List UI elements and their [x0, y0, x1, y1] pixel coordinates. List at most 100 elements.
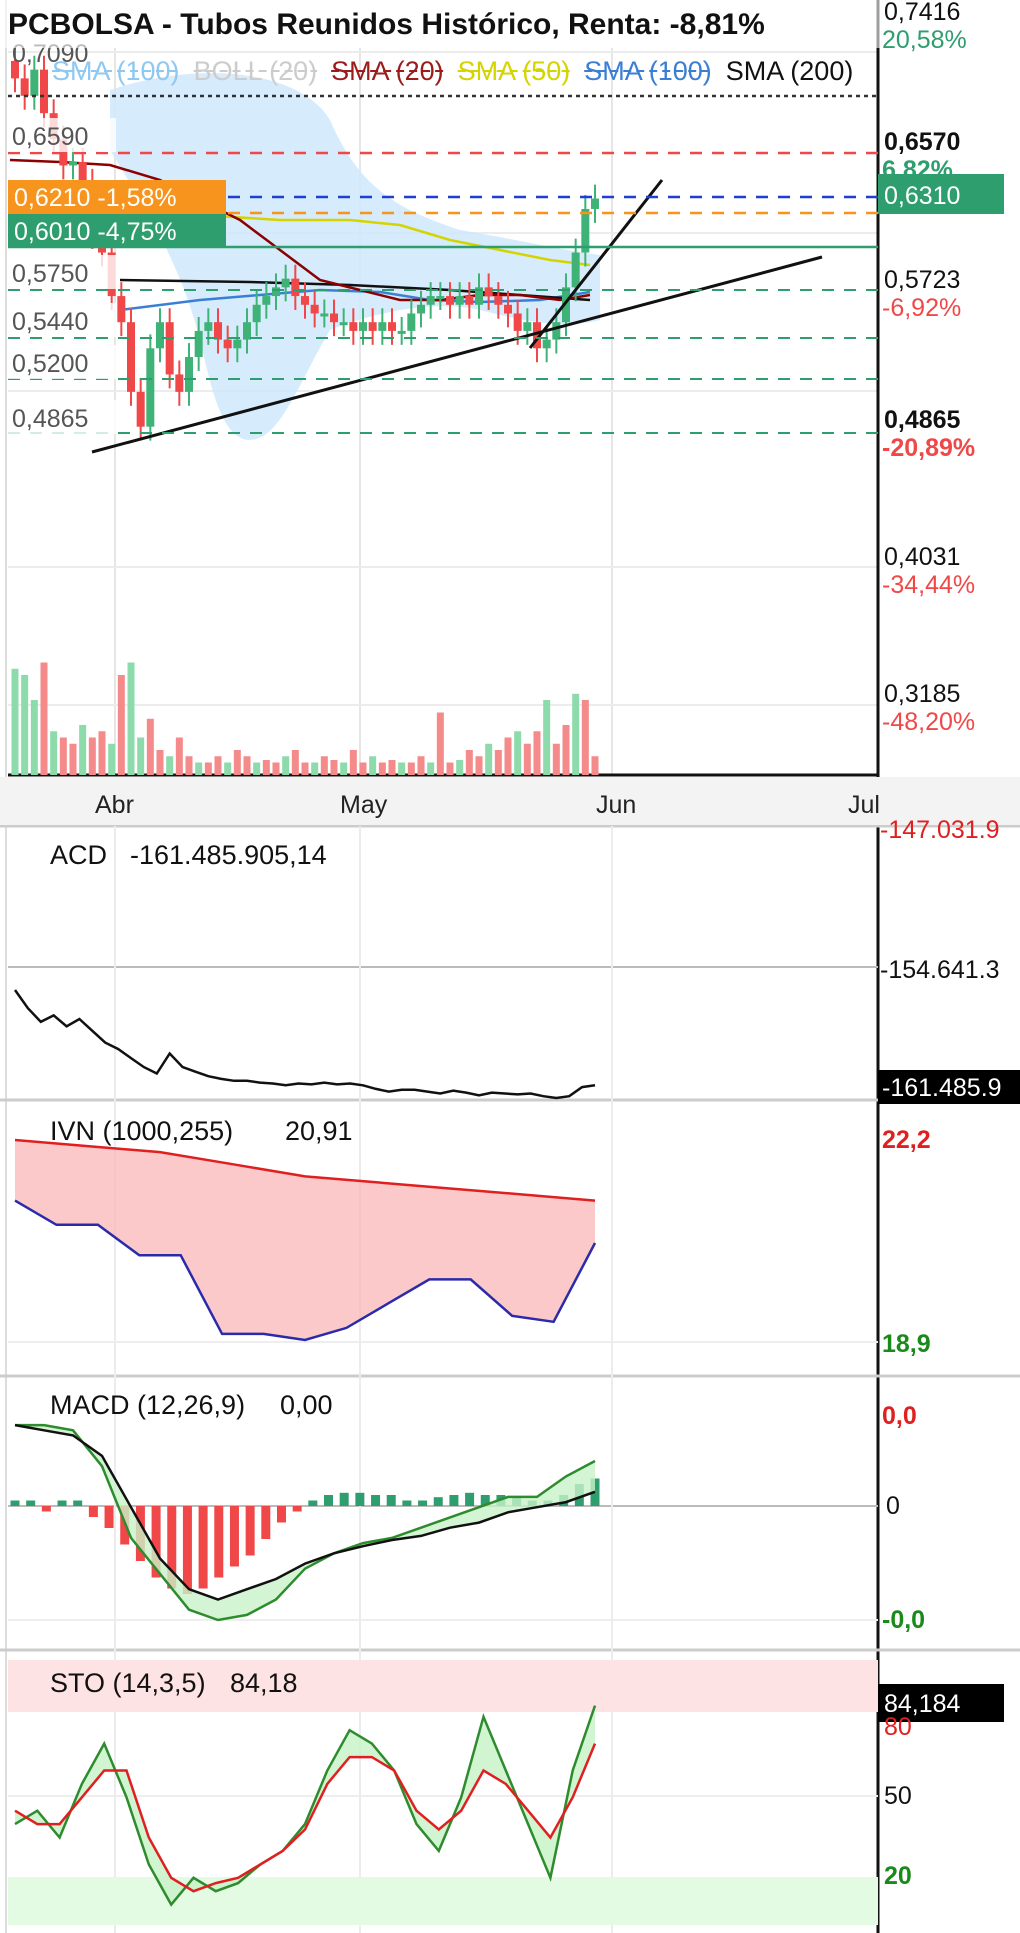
candle-body: [11, 60, 19, 79]
acd-axis-top: -147.031.9: [880, 816, 1000, 844]
axis-value-6: 0,3185: [884, 680, 960, 708]
sma20-line: [9, 158, 591, 302]
macd-panel: MACD (12,26,9) 0,00 0,0 0 -0,0: [10, 1390, 925, 1634]
volume-bar: [301, 762, 309, 775]
volume-bar: [117, 675, 125, 775]
right-price-axis: 0,741620,58%0,65706,82%0,63100,5723-6,92…: [878, 0, 1004, 736]
macd-axis-zero: 0: [886, 1492, 900, 1520]
candle-body: [78, 161, 87, 183]
macd-bar: [10, 1500, 20, 1506]
volume-bar: [195, 762, 203, 775]
sto-axis-50: 50: [884, 1782, 912, 1810]
candle-body: [407, 313, 416, 331]
volume-bar: [581, 700, 589, 775]
chart-title: PCBOLSA - Tubos Reunidos Histórico, Rent…: [8, 8, 765, 41]
candle-body: [156, 322, 164, 349]
volume-bar: [233, 750, 241, 775]
volume-bar: [146, 718, 154, 775]
ivn-axis-bottom: 18,9: [882, 1330, 931, 1358]
candle-body: [581, 208, 590, 253]
left-label-5: 0,4865: [12, 405, 88, 433]
axis-value-4: 0,4865: [884, 406, 961, 434]
ivn-value: 20,91: [285, 1116, 353, 1146]
macd-bar: [88, 1506, 98, 1517]
candle-body: [281, 278, 290, 288]
macd-line: [15, 1423, 596, 1622]
volume-bar: [253, 762, 261, 775]
volume-bar: [417, 756, 425, 775]
candle-body: [69, 161, 77, 166]
volume-bar: [175, 737, 183, 775]
legend-item-5[interactable]: SMA (200): [726, 56, 854, 86]
macd-bar: [339, 1492, 349, 1506]
macd-bar: [449, 1495, 459, 1506]
macd-bar: [151, 1506, 161, 1578]
sto-axis-20: 20: [884, 1862, 912, 1890]
candle-body: [252, 304, 261, 323]
candle-body: [175, 374, 184, 392]
candle-body: [562, 287, 570, 323]
volume-bar: [552, 743, 560, 775]
macd-bar: [198, 1506, 208, 1589]
candle-body: [523, 322, 532, 331]
candle-body: [494, 296, 503, 305]
candle-body: [349, 322, 358, 331]
volume-bar: [340, 762, 348, 775]
macd-bar: [73, 1500, 83, 1506]
axis-pct-0: 20,58%: [882, 26, 967, 54]
month-may: May: [340, 791, 388, 819]
macd-bar: [355, 1492, 365, 1506]
candle-body: [223, 339, 232, 349]
volume-bar: [388, 760, 396, 775]
macd-bar: [308, 1500, 318, 1506]
candle-body: [194, 330, 203, 358]
candle-body: [310, 304, 319, 314]
candle-body: [552, 322, 561, 340]
volume-bar: [330, 760, 338, 775]
acd-axis-mid: -154.641.3: [880, 956, 1000, 984]
volume-bar: [214, 756, 222, 775]
macd-bar: [104, 1506, 114, 1528]
candle-body: [291, 278, 300, 297]
sto-axis-current: 84,184: [884, 1690, 961, 1718]
month-jul: Jul: [848, 791, 880, 819]
acd-label: ACD: [50, 840, 107, 870]
macd-bar: [292, 1506, 302, 1512]
macd-bar: [433, 1497, 443, 1506]
candle-body: [455, 296, 464, 305]
indicator-legend[interactable]: SMA (100) BOLL (20) SMA (20) SMA (50) SMA (1…: [52, 56, 853, 86]
volume-bar: [398, 762, 406, 775]
left-label-1: 0,6590: [12, 123, 88, 151]
macd-bar: [214, 1506, 224, 1578]
candle-body: [368, 322, 377, 331]
macd-bar: [229, 1506, 239, 1567]
macd-fill: [15, 1425, 595, 1620]
macd-value: 0,00: [280, 1390, 333, 1420]
macd-bar: [41, 1506, 51, 1512]
volume-bar: [533, 731, 541, 775]
axis-pct-4: -20,89%: [882, 434, 975, 462]
volume-bar: [427, 762, 435, 775]
volume-bar: [475, 756, 483, 775]
candle-body: [214, 322, 222, 340]
candle-body: [426, 296, 435, 305]
candle-body: [397, 330, 406, 334]
volume-bar: [465, 750, 473, 775]
volume-bar: [369, 756, 377, 775]
candle-body: [262, 296, 271, 305]
volume-bar: [311, 762, 319, 775]
candle-body: [204, 322, 213, 331]
candle-body: [475, 287, 483, 305]
acd-line: [13, 989, 596, 1100]
trendline-steep: [528, 179, 664, 349]
current-price-box: [878, 174, 1004, 214]
macd-bar: [182, 1506, 192, 1594]
volume-bar: [79, 725, 87, 775]
ivn-panel: IVN (1000,255) 20,91 22,2 18,9: [14, 1116, 931, 1358]
candle-body: [117, 296, 126, 323]
month-jun: Jun: [596, 791, 636, 819]
candle-body: [591, 198, 599, 209]
macd-bar: [167, 1506, 177, 1589]
volume-bar: [320, 756, 328, 775]
volume-bar: [291, 750, 299, 775]
